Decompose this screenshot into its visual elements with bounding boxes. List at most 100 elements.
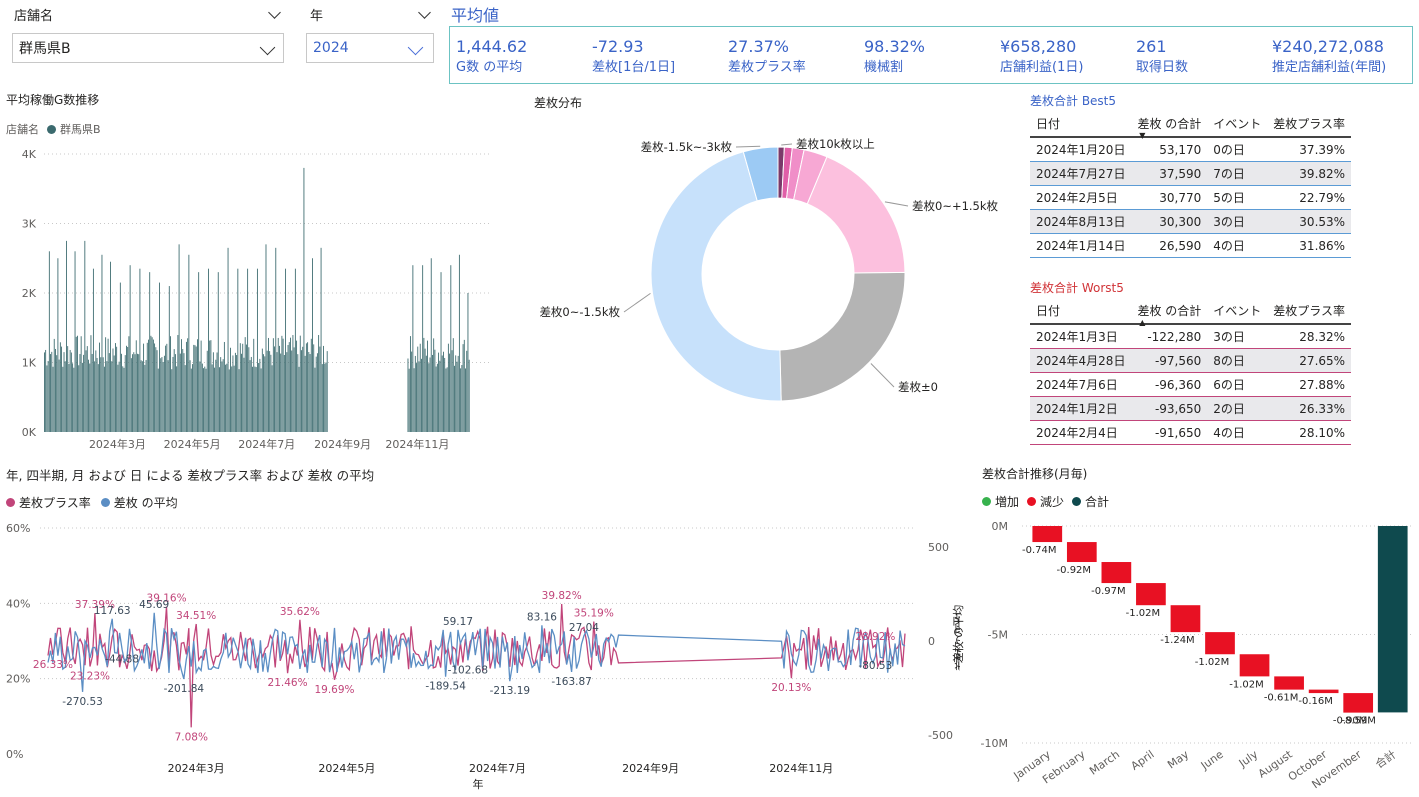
y-left-tick-label: 60%	[6, 522, 30, 535]
y-tick-label: 0K	[22, 426, 37, 439]
table-row[interactable]: 2024年1月20日 53,170 0の日 37.39%	[1030, 137, 1352, 162]
kpi-card-diff: -72.93 差枚[1台/1日]	[592, 37, 675, 75]
bar	[411, 351, 413, 432]
bar	[51, 351, 53, 432]
col-header-plus-rate[interactable]: 差枚プラス率	[1273, 303, 1346, 318]
bar	[428, 363, 430, 432]
kpi-label: 推定店舗利益(年間)	[1272, 60, 1387, 75]
bar	[245, 344, 247, 432]
table-row[interactable]: 2024年8月13日 30,300 3の日 30.53%	[1030, 209, 1352, 234]
table-row[interactable]: 2024年2月5日 30,770 5の日 22.79%	[1030, 186, 1352, 210]
bar	[271, 365, 273, 432]
legend-entry[interactable]: 減少	[1040, 495, 1065, 509]
data-label: 21.46%	[268, 677, 308, 689]
kpi-label: 差枚[1台/1日]	[592, 60, 676, 75]
data-label: 35.19%	[574, 607, 614, 619]
table-row[interactable]: 2024年1月14日 26,590 4の日 31.86%	[1030, 234, 1352, 258]
store-slicer-toggle[interactable]	[268, 6, 281, 19]
bar	[47, 360, 49, 432]
col-header-date[interactable]: 日付	[1036, 303, 1061, 318]
kpi-value: ¥658,280	[1000, 37, 1077, 56]
bar	[444, 357, 446, 432]
bar	[458, 254, 460, 432]
bar	[46, 365, 48, 432]
bar	[96, 357, 98, 432]
cell-event: 8の日	[1213, 354, 1245, 368]
bar	[315, 356, 317, 432]
bar	[463, 339, 465, 432]
col-header-event[interactable]: イベント	[1213, 303, 1262, 318]
data-label: 83.16	[527, 611, 557, 623]
bar	[441, 355, 443, 432]
bar	[451, 350, 453, 432]
legend-entry[interactable]: 群馬県B	[60, 123, 101, 136]
bar	[97, 364, 99, 432]
best5-title: 差枚合計 Best5	[1030, 94, 1117, 108]
table-row[interactable]: 2024年4月28日 -97,560 8の日 27.65%	[1030, 348, 1352, 373]
kpi-value: -72.93	[592, 37, 644, 56]
col-header-diff-sum[interactable]: 差枚 の合計 ▼	[1131, 110, 1207, 140]
col-header-plus-rate[interactable]: 差枚プラス率	[1273, 116, 1346, 131]
data-label: 23.23%	[70, 671, 110, 683]
bar	[326, 351, 328, 432]
table-row[interactable]: 2024年2月4日 -91,650 4の日 28.10%	[1030, 421, 1352, 445]
table-row[interactable]: 2024年1月2日 -93,650 2の日 26.33%	[1030, 396, 1352, 421]
waterfall-bar	[1308, 689, 1339, 694]
col-header-label: 差枚 の合計	[1137, 303, 1202, 318]
y-right-tick-label: -500	[928, 729, 953, 742]
bar	[261, 348, 263, 432]
slice-label: 差枚10k枚以上	[796, 137, 875, 151]
bar	[230, 347, 231, 432]
col-header-event[interactable]: イベント	[1213, 116, 1262, 131]
bar	[250, 356, 252, 432]
bar	[117, 364, 119, 432]
bar	[241, 353, 242, 432]
bar	[286, 352, 288, 432]
legend-entry[interactable]: 合計	[1085, 495, 1110, 509]
bar	[419, 343, 421, 432]
col-header-diff-sum[interactable]: 差枚 の合計 ▲	[1131, 297, 1207, 327]
store-slicer-dropdown[interactable]: 群馬県B	[12, 33, 284, 63]
y-tick-label: -5M	[988, 629, 1008, 642]
data-label: -201.84	[164, 683, 205, 695]
legend-entry[interactable]: 差枚プラス率	[19, 496, 91, 510]
x-tick-label: 2024年7月	[238, 437, 295, 451]
year-slicer-toggle[interactable]	[418, 6, 431, 19]
bar	[159, 282, 160, 432]
bar	[155, 347, 157, 432]
year-slicer-dropdown[interactable]: 2024	[306, 33, 434, 63]
bar	[86, 346, 88, 432]
cell-diff-sum: -97,560	[1154, 353, 1202, 368]
bar	[88, 359, 89, 432]
bar	[412, 265, 414, 432]
kpi-value: 261	[1136, 37, 1167, 56]
bar	[181, 339, 182, 432]
worst5-title: 差枚合計 Worst5	[1030, 281, 1124, 295]
bar	[185, 341, 187, 432]
table-row[interactable]: 2024年7月6日 -96,360 6の日 27.88%	[1030, 373, 1352, 397]
legend-entry[interactable]: 増加	[995, 495, 1020, 509]
bar	[85, 350, 87, 432]
bar	[143, 343, 145, 432]
cell-date: 2024年2月5日	[1036, 191, 1118, 205]
legend-entry[interactable]: 差枚 の平均	[113, 496, 178, 510]
series-line-plus-rate	[47, 603, 906, 728]
cell-date: 2024年7月6日	[1036, 378, 1118, 392]
bar	[316, 353, 318, 432]
bar	[214, 367, 216, 432]
bar	[110, 261, 111, 432]
table-row[interactable]: 2024年7月27日 37,590 7の日 39.82%	[1030, 161, 1352, 186]
chevron-down-icon	[407, 39, 424, 56]
data-label: 45.69	[139, 599, 169, 611]
col-header-date[interactable]: 日付	[1036, 116, 1061, 131]
data-label: -1.02M	[1229, 679, 1264, 690]
bar	[56, 355, 58, 432]
bar	[439, 360, 441, 432]
cell-event: 7の日	[1213, 167, 1245, 181]
year-slicer-label: 年	[310, 9, 324, 24]
bar	[107, 338, 109, 432]
bar	[429, 357, 431, 432]
table-row[interactable]: 2024年1月3日 -122,280 3の日 28.32%	[1030, 324, 1352, 349]
bar	[124, 355, 126, 432]
cell-diff-sum: -122,280	[1147, 329, 1202, 344]
